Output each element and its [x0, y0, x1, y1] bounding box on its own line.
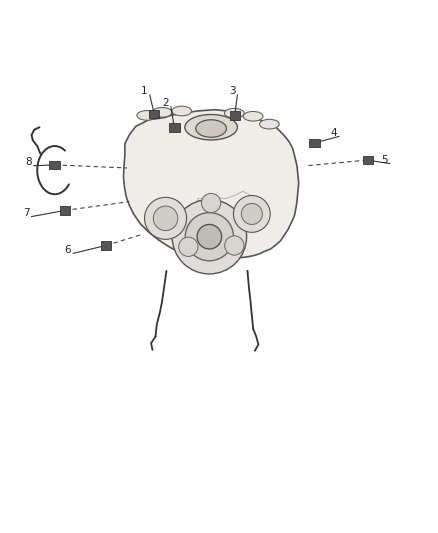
Text: 1: 1 [141, 86, 148, 96]
Ellipse shape [172, 106, 191, 116]
Bar [49, 160, 60, 169]
Circle shape [197, 224, 222, 249]
Text: 4: 4 [330, 128, 337, 138]
Circle shape [233, 196, 270, 232]
Ellipse shape [259, 119, 279, 129]
Circle shape [241, 204, 262, 224]
Text: 7: 7 [23, 208, 30, 218]
Ellipse shape [152, 108, 172, 117]
Bar [309, 139, 320, 147]
Bar [60, 206, 70, 215]
Circle shape [145, 197, 187, 239]
Bar [101, 241, 111, 250]
Circle shape [225, 236, 244, 255]
Text: 5: 5 [381, 155, 388, 165]
Circle shape [179, 237, 198, 256]
Text: 2: 2 [162, 98, 169, 108]
Text: 3: 3 [229, 86, 236, 96]
Circle shape [201, 193, 221, 213]
Ellipse shape [225, 108, 244, 118]
Polygon shape [124, 110, 299, 259]
Circle shape [172, 199, 247, 274]
Text: 6: 6 [64, 245, 71, 255]
Bar [230, 111, 240, 120]
Ellipse shape [244, 111, 263, 121]
Ellipse shape [196, 120, 226, 138]
Text: 8: 8 [25, 157, 32, 167]
Circle shape [185, 213, 233, 261]
Circle shape [153, 206, 178, 231]
Bar [363, 156, 373, 165]
Bar [149, 110, 159, 118]
Bar [169, 123, 180, 132]
Ellipse shape [185, 115, 237, 140]
Ellipse shape [137, 110, 157, 120]
